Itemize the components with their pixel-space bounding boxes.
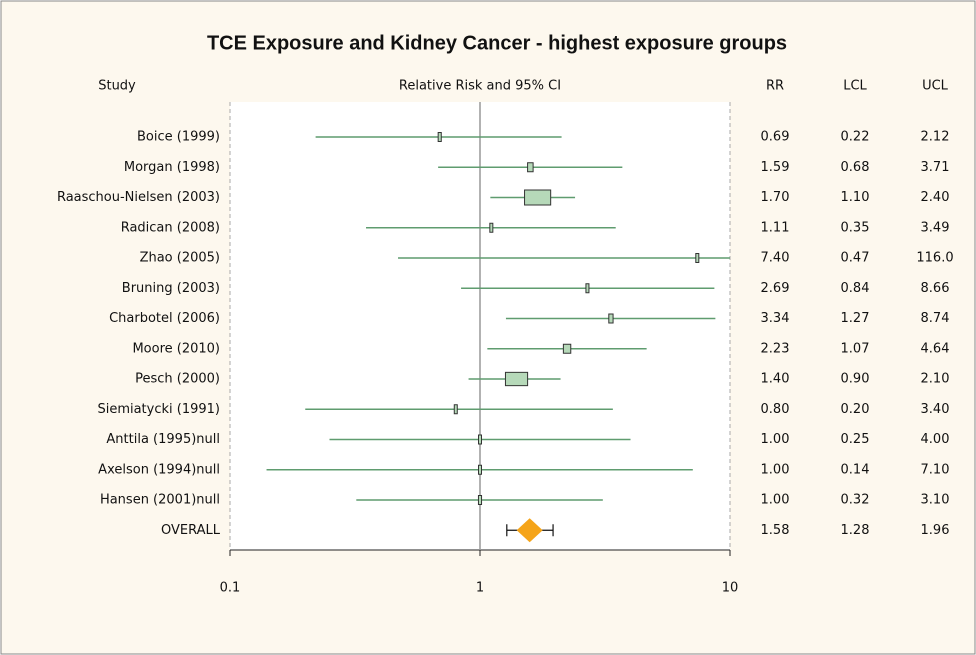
study-label: Boice (1999): [137, 130, 220, 145]
rr-box: [608, 313, 614, 324]
column-header: Relative Risk and 95% CI: [399, 79, 561, 94]
value-label: 1.28: [841, 523, 870, 538]
column-header: LCL: [843, 79, 867, 94]
rr-box: [478, 464, 482, 475]
overall-diamond: [516, 518, 543, 543]
study-label: Anttila (1995)null: [106, 432, 220, 447]
value-label: 0.32: [841, 493, 870, 508]
value-label: 0.47: [841, 251, 870, 266]
value-label: 0.22: [841, 130, 870, 145]
rr-box: [562, 343, 572, 354]
value-label: 1.59: [761, 160, 790, 175]
value-label: 1.70: [761, 190, 790, 205]
rr-box: [437, 132, 442, 142]
value-label: 1.00: [761, 462, 790, 477]
rr-box: [695, 253, 700, 263]
value-label: 7.10: [921, 462, 950, 477]
rr-box: [527, 162, 534, 173]
value-label: 1.11: [761, 220, 790, 235]
value-label: 1.07: [841, 341, 870, 356]
value-label: 2.12: [921, 130, 950, 145]
value-label: 1.40: [761, 372, 790, 387]
column-header: UCL: [922, 79, 949, 94]
value-label: 0.84: [841, 281, 870, 296]
value-label: 8.74: [921, 311, 950, 326]
value-label: 3.49: [921, 220, 950, 235]
rr-box: [524, 189, 552, 206]
value-label: 0.20: [841, 402, 870, 417]
study-label: Hansen (2001)null: [100, 493, 220, 508]
value-label: 0.14: [841, 462, 870, 477]
column-header: RR: [766, 79, 784, 94]
value-label: 0.80: [761, 402, 790, 417]
chart-title: TCE Exposure and Kidney Cancer - highest…: [207, 32, 787, 54]
value-label: 0.35: [841, 220, 870, 235]
study-label: Raaschou-Nielsen (2003): [57, 190, 220, 205]
value-label: 4.64: [921, 341, 950, 356]
value-label: 1.10: [841, 190, 870, 205]
study-label: Moore (2010): [132, 341, 220, 356]
value-label: 1.96: [921, 523, 950, 538]
value-label: 1.00: [761, 493, 790, 508]
value-label: 3.10: [921, 493, 950, 508]
study-label: Pesch (2000): [135, 372, 220, 387]
value-label: 0.69: [761, 130, 790, 145]
value-label: 3.34: [761, 311, 790, 326]
rr-box: [489, 222, 494, 233]
study-label: Zhao (2005): [140, 251, 220, 266]
column-header: Study: [98, 79, 136, 94]
value-label: 2.10: [921, 372, 950, 387]
x-tick-label: 0.1: [220, 581, 241, 596]
overall-label: OVERALL: [161, 523, 221, 538]
x-tick-label: 10: [722, 581, 739, 596]
value-label: 1.27: [841, 311, 870, 326]
value-label: 4.00: [921, 432, 950, 447]
value-label: 2.23: [761, 341, 790, 356]
study-label: Charbotel (2006): [109, 311, 220, 326]
value-label: 8.66: [921, 281, 950, 296]
value-label: 7.40: [761, 251, 790, 266]
rr-box: [504, 371, 529, 387]
value-label: 1.58: [761, 523, 790, 538]
value-label: 3.71: [921, 160, 950, 175]
value-label: 0.90: [841, 372, 870, 387]
x-tick-label: 1: [476, 581, 484, 596]
study-label: Siemiatycki (1991): [97, 402, 220, 417]
value-label: 116.0: [916, 251, 953, 266]
rr-box: [478, 434, 482, 445]
value-label: 2.40: [921, 190, 950, 205]
value-label: 3.40: [921, 402, 950, 417]
study-label: Bruning (2003): [122, 281, 220, 296]
value-label: 1.00: [761, 432, 790, 447]
study-label: Morgan (1998): [124, 160, 220, 175]
value-label: 2.69: [761, 281, 790, 296]
study-label: Radican (2008): [121, 220, 220, 235]
study-label: Axelson (1994)null: [98, 462, 220, 477]
value-label: 0.68: [841, 160, 870, 175]
value-label: 0.25: [841, 432, 870, 447]
rr-box: [477, 495, 483, 505]
rr-box: [585, 283, 590, 294]
rr-box: [453, 404, 458, 415]
